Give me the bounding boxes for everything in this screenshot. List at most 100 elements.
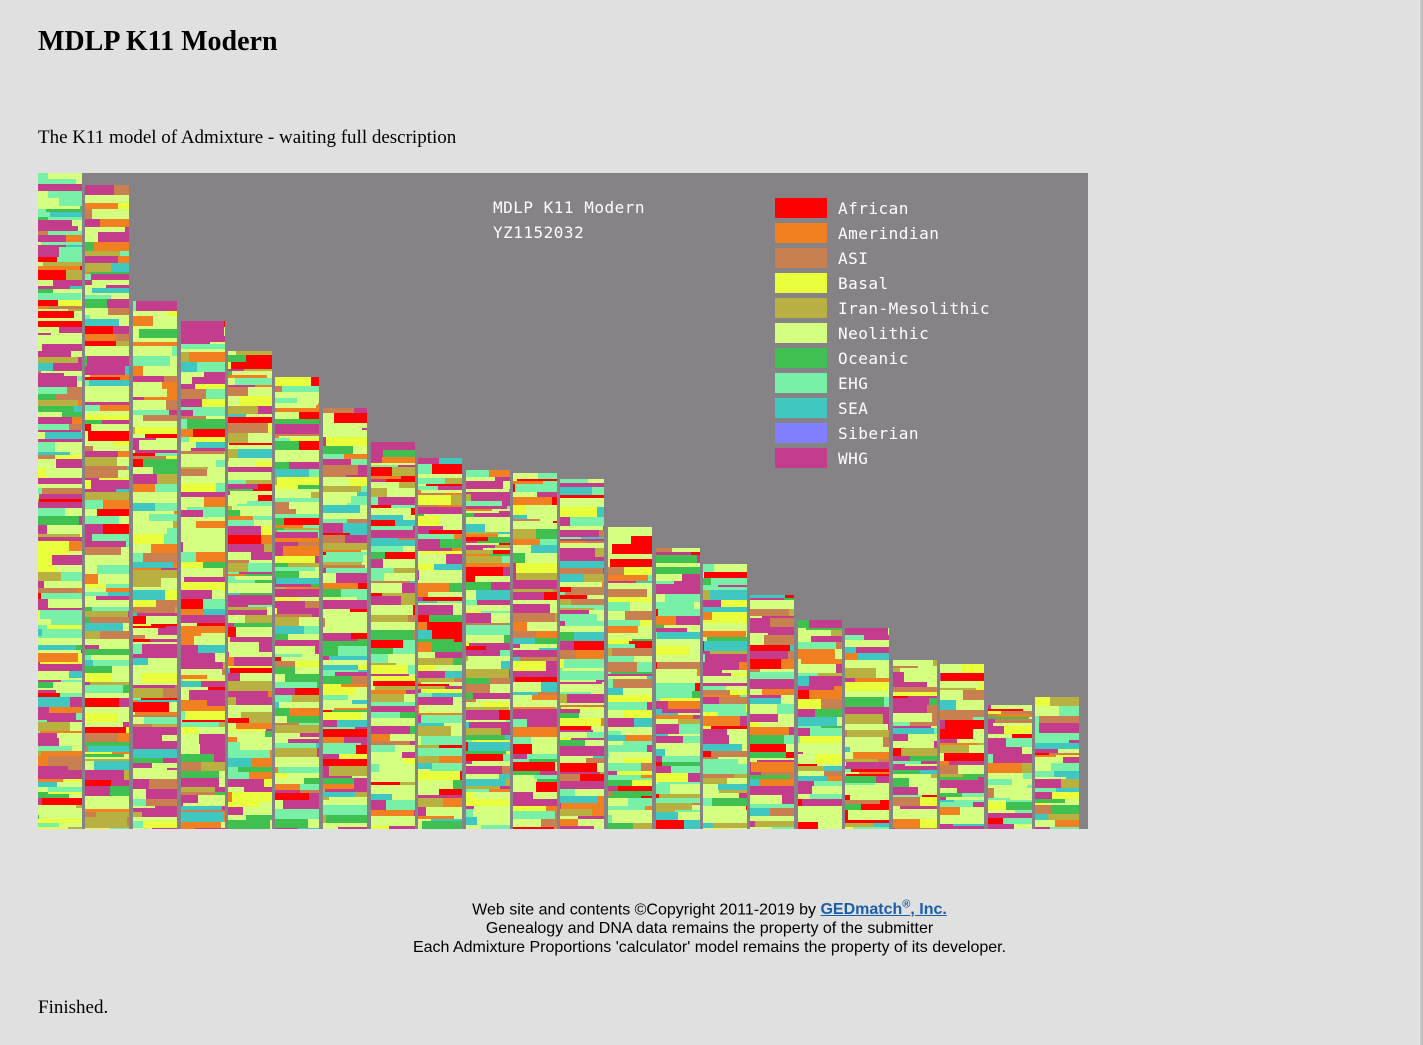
segment bbox=[834, 686, 842, 690]
segment bbox=[38, 787, 48, 792]
segment bbox=[798, 786, 812, 794]
segment bbox=[466, 548, 483, 550]
segment bbox=[988, 788, 994, 798]
segment bbox=[99, 195, 129, 203]
segment bbox=[560, 684, 591, 688]
segment bbox=[38, 484, 70, 488]
segment bbox=[371, 690, 406, 694]
segment bbox=[107, 299, 129, 308]
segment bbox=[275, 436, 279, 438]
vertical-scrollbar[interactable] bbox=[1419, 0, 1423, 1045]
segment bbox=[275, 778, 304, 784]
segment bbox=[181, 633, 201, 636]
segment bbox=[633, 823, 652, 829]
segment bbox=[323, 423, 334, 428]
segment bbox=[782, 795, 794, 804]
segment bbox=[133, 635, 145, 639]
segment bbox=[944, 753, 984, 761]
segment bbox=[560, 557, 586, 561]
segment bbox=[133, 812, 142, 817]
segment bbox=[61, 572, 82, 581]
segment bbox=[371, 630, 414, 640]
segment bbox=[978, 743, 984, 745]
segment bbox=[798, 717, 837, 726]
segment bbox=[418, 603, 436, 605]
segment bbox=[78, 400, 82, 406]
segment bbox=[66, 270, 82, 280]
segment bbox=[466, 554, 490, 556]
segment bbox=[123, 639, 129, 645]
segment bbox=[853, 827, 889, 829]
segment bbox=[466, 511, 499, 513]
segment bbox=[191, 448, 225, 451]
segment bbox=[355, 792, 367, 797]
segment bbox=[656, 594, 665, 602]
segment bbox=[466, 786, 500, 789]
segment bbox=[38, 653, 78, 662]
segment bbox=[38, 581, 44, 588]
segment bbox=[357, 597, 367, 600]
segment bbox=[628, 798, 652, 806]
scrollbar-thumb[interactable] bbox=[1420, 0, 1423, 1045]
segment bbox=[275, 773, 288, 778]
segment bbox=[920, 797, 937, 806]
segment bbox=[85, 470, 118, 478]
segment bbox=[133, 715, 177, 717]
segment bbox=[480, 492, 510, 494]
segment bbox=[656, 625, 664, 628]
segment bbox=[360, 505, 367, 513]
segment bbox=[837, 717, 842, 726]
segment bbox=[642, 554, 652, 559]
segment bbox=[469, 643, 510, 646]
segment bbox=[163, 688, 177, 698]
segment bbox=[85, 516, 119, 524]
segment bbox=[760, 722, 794, 727]
gedmatch-link[interactable]: GEDmatch®, Inc. bbox=[820, 899, 946, 918]
segment bbox=[750, 645, 790, 651]
segment bbox=[275, 530, 277, 532]
segment bbox=[750, 727, 789, 735]
segment bbox=[133, 587, 144, 590]
segment bbox=[323, 784, 354, 789]
segment bbox=[893, 797, 920, 806]
segment bbox=[513, 827, 554, 829]
segment bbox=[664, 625, 700, 628]
segment bbox=[120, 377, 129, 380]
segment bbox=[133, 665, 171, 673]
segment bbox=[560, 537, 581, 539]
segment bbox=[116, 334, 129, 341]
segment bbox=[692, 803, 700, 805]
segment bbox=[270, 750, 272, 758]
segment bbox=[586, 758, 604, 763]
segment bbox=[52, 688, 82, 690]
segment bbox=[181, 700, 207, 706]
segment bbox=[270, 820, 272, 829]
segment bbox=[561, 539, 604, 541]
segment bbox=[181, 615, 225, 623]
segment bbox=[255, 461, 272, 467]
segment bbox=[38, 693, 60, 697]
segment bbox=[195, 828, 225, 829]
segment bbox=[714, 564, 747, 572]
segment bbox=[647, 589, 652, 597]
segment bbox=[181, 568, 223, 577]
chromosome-column bbox=[560, 479, 604, 829]
segment bbox=[232, 506, 272, 510]
segment bbox=[513, 779, 537, 782]
segment bbox=[371, 538, 398, 540]
segment bbox=[603, 705, 604, 707]
segment bbox=[845, 660, 877, 668]
segment bbox=[38, 306, 49, 309]
segment bbox=[85, 574, 98, 584]
segment bbox=[38, 625, 47, 629]
segment bbox=[419, 705, 462, 713]
segment bbox=[824, 766, 842, 771]
segment bbox=[133, 658, 148, 665]
segment bbox=[703, 670, 722, 673]
segment bbox=[723, 676, 747, 683]
chromosome-column bbox=[703, 564, 747, 829]
segment bbox=[231, 362, 272, 369]
segment bbox=[845, 804, 861, 810]
segment bbox=[656, 584, 661, 594]
segment bbox=[144, 397, 177, 400]
